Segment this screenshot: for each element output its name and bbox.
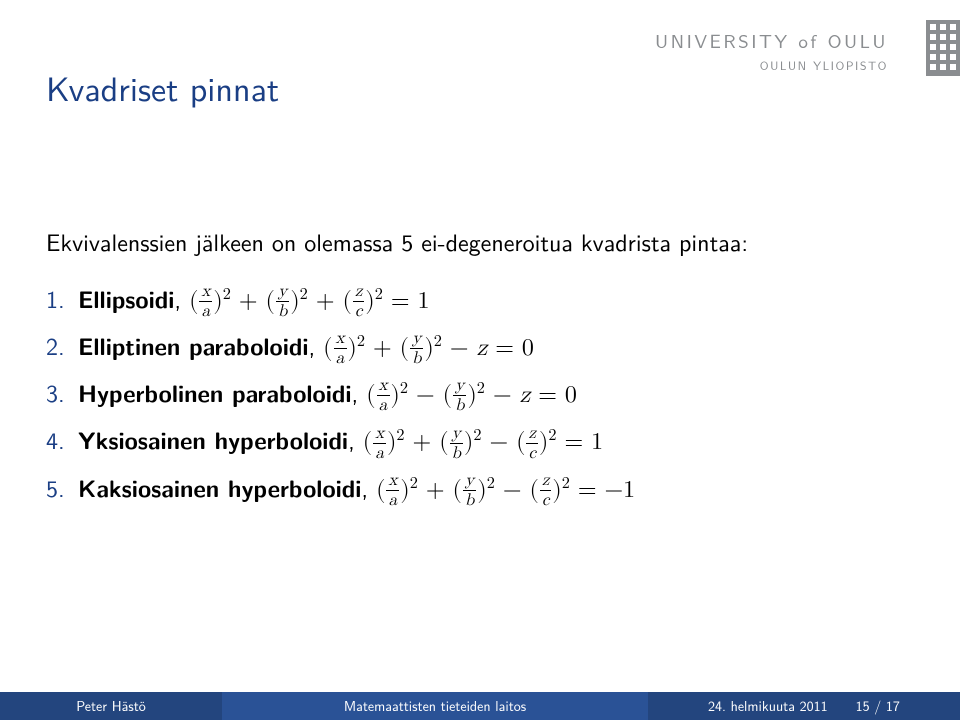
list-item-label: Hyperbolinen paraboloidi <box>78 376 352 410</box>
list-item-sep: , <box>174 281 189 316</box>
list-item-number: 3. <box>46 375 78 410</box>
list-item-body: Elliptinen paraboloidi, (xa)2 + (yb)2 − … <box>78 328 534 367</box>
list-item-label: Kaksiosainen hyperboloidi <box>78 471 361 505</box>
slide-body: Ekvivalenssien jälkeen on olemassa 5 ei-… <box>46 224 906 517</box>
intro-text: Ekvivalenssien jälkeen on olemassa 5 ei-… <box>46 224 906 259</box>
list-item: 4.Yksiosainen hyperboloidi, (xa)2 + (yb)… <box>46 422 906 461</box>
list-item-body: Yksiosainen hyperboloidi, (xa)2 + (yb)2 … <box>78 422 603 461</box>
list-item-body: Hyperbolinen paraboloidi, (xa)2 − (yb)2 … <box>78 375 577 414</box>
list-item-equation: (xa)2 + (yb)2 − z = 0 <box>323 336 534 360</box>
list-item: 2.Elliptinen paraboloidi, (xa)2 + (yb)2 … <box>46 328 906 367</box>
list-item-number: 2. <box>46 328 78 363</box>
footer-right: 24. helmikuuta 2011 15 / 17 <box>648 692 960 720</box>
list-item-sep: , <box>361 470 376 505</box>
university-logo-icon <box>926 20 960 76</box>
university-logo-block: UNIVERSITY of OULU OULUN YLIOPISTO <box>655 26 888 74</box>
list-item-equation: (xa)2 + (yb)2 + (zc)2 = 1 <box>189 289 429 313</box>
university-subtitle: OULUN YLIOPISTO <box>655 56 888 74</box>
list-item-label: Elliptinen paraboloidi <box>78 329 309 363</box>
list-item: 5.Kaksiosainen hyperboloidi, (xa)2 + (yb… <box>46 470 906 509</box>
list-item: 1.Ellipsoidi, (xa)2 + (yb)2 + (zc)2 = 1 <box>46 281 906 320</box>
footer-center: Matemaattisten tieteiden laitos <box>222 692 648 720</box>
footer: Peter Hästö Matemaattisten tieteiden lai… <box>0 692 960 720</box>
enum-list: 1.Ellipsoidi, (xa)2 + (yb)2 + (zc)2 = 12… <box>46 281 906 509</box>
list-item-equation: (xa)2 + (yb)2 − (zc)2 = 1 <box>363 430 603 454</box>
list-item-label: Yksiosainen hyperboloidi <box>78 423 348 457</box>
list-item-number: 1. <box>46 281 78 316</box>
university-name: UNIVERSITY of OULU <box>655 26 888 54</box>
slide-title: Kvadriset pinnat <box>46 62 279 112</box>
list-item-sep: , <box>352 375 367 410</box>
list-item-equation: (xa)2 − (yb)2 − z = 0 <box>366 383 577 407</box>
list-item-number: 4. <box>46 422 78 457</box>
list-item-sep: , <box>309 328 324 363</box>
footer-author: Peter Hästö <box>0 692 222 720</box>
list-item-label: Ellipsoidi <box>78 282 174 316</box>
list-item-number: 5. <box>46 470 78 505</box>
list-item-body: Ellipsoidi, (xa)2 + (yb)2 + (zc)2 = 1 <box>78 281 430 320</box>
list-item: 3.Hyperbolinen paraboloidi, (xa)2 − (yb)… <box>46 375 906 414</box>
list-item-body: Kaksiosainen hyperboloidi, (xa)2 + (yb)2… <box>78 470 635 509</box>
list-item-sep: , <box>348 422 363 457</box>
slide: UNIVERSITY of OULU OULUN YLIOPISTO Kvadr… <box>0 0 960 720</box>
list-item-equation: (xa)2 + (yb)2 − (zc)2 = −1 <box>376 478 635 502</box>
